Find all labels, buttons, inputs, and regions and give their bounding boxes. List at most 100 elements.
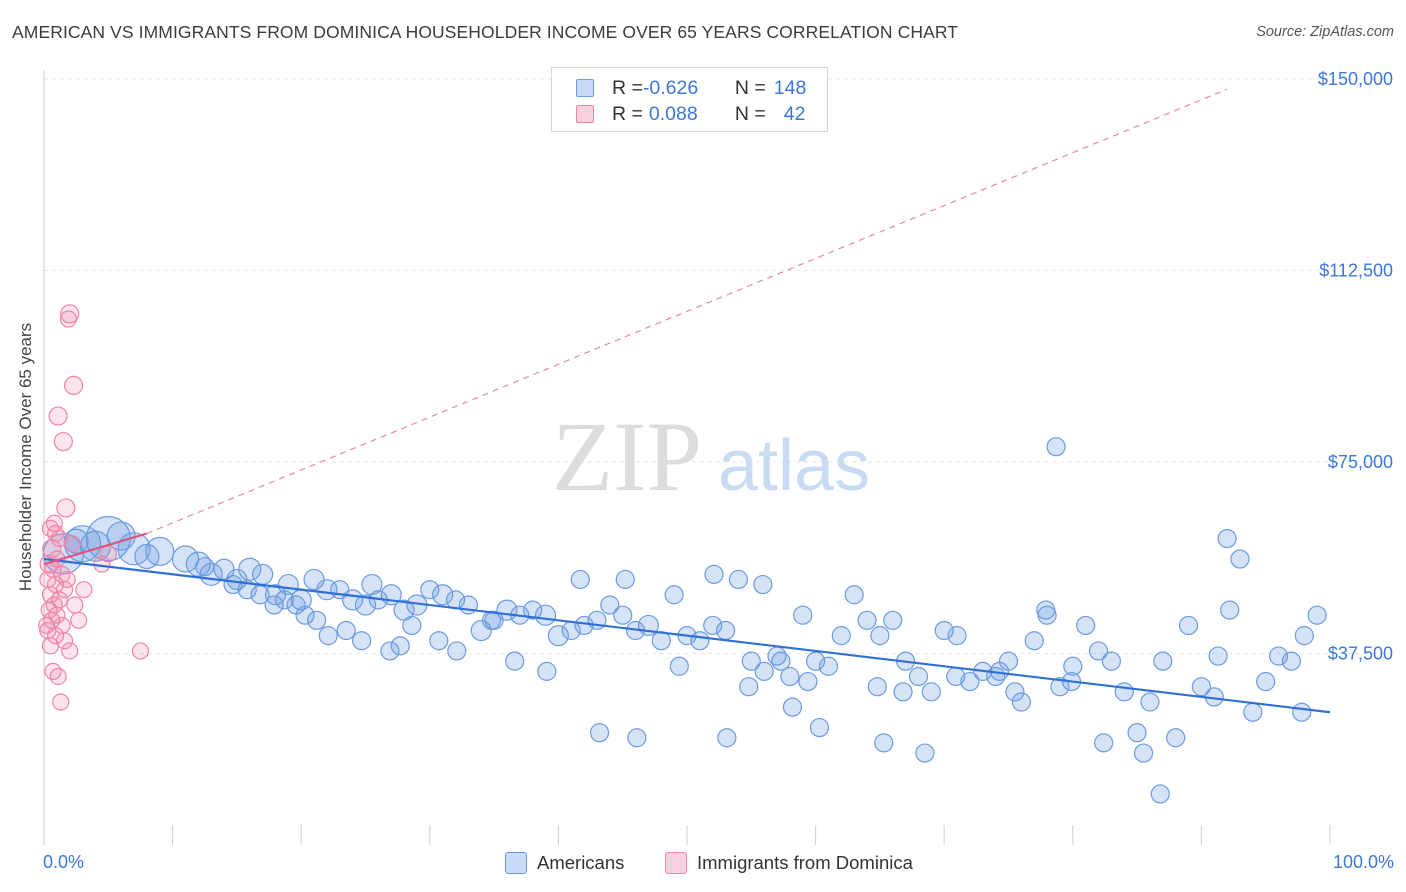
americans-point (883, 610, 903, 630)
y-tick-label: $112,500 (1319, 261, 1393, 281)
legend-row-americans: R = -0.626 N = 148 (576, 76, 806, 100)
americans-point (1256, 671, 1276, 692)
americans-point (793, 605, 813, 625)
americans-point (505, 651, 525, 671)
americans-point (809, 717, 830, 738)
americans-point (429, 631, 449, 651)
dominica-point (53, 431, 73, 452)
americans-point (352, 631, 372, 651)
americans-point (870, 626, 890, 646)
americans-point (1292, 702, 1312, 722)
dominica-point (99, 545, 117, 563)
americans-point (336, 620, 356, 641)
americans-point (771, 651, 791, 671)
americans-point (1088, 641, 1109, 661)
americans-point (753, 574, 773, 595)
dominica-point (42, 539, 62, 559)
series-legend-americans: Americans (505, 850, 624, 876)
americans-point (1150, 784, 1170, 804)
americans-point (715, 620, 736, 641)
r-label: R = (612, 76, 643, 99)
americans-point (798, 671, 818, 692)
americans-point (669, 656, 689, 676)
americans-point (1178, 615, 1199, 636)
americans-point (805, 651, 826, 671)
dominica-trend-solid (43, 532, 148, 566)
americans-point (908, 666, 929, 687)
americans-point (1076, 615, 1096, 636)
americans-point (318, 626, 338, 646)
trend-lines (43, 88, 1331, 714)
americans-point (818, 656, 839, 676)
series-legend-dominica: Immigrants from Dominica (665, 850, 913, 876)
americans-point (1268, 646, 1289, 666)
americans-point (1230, 549, 1250, 569)
americans-point (1133, 743, 1154, 763)
dominica-point (60, 304, 80, 324)
americans-point (874, 733, 894, 753)
americans-point (857, 610, 877, 630)
americans-point (1024, 631, 1044, 651)
watermark: ZIP atlas (552, 401, 870, 512)
americans-point (1036, 600, 1056, 620)
americans-point (380, 641, 400, 661)
legend-row-dominica: R = 0.088 N = 42 (576, 102, 805, 126)
americans-point (1063, 656, 1083, 676)
americans-point (1114, 682, 1134, 702)
watermark-zip: ZIP (552, 401, 702, 512)
americans-point (106, 521, 136, 551)
dominica-point (59, 310, 78, 328)
americans-point (1191, 677, 1212, 697)
americans-point (432, 584, 454, 606)
chart-title: AMERICAN VS IMMIGRANTS FROM DOMINICA HOU… (12, 22, 959, 42)
americans-point (274, 590, 295, 610)
americans-point (1005, 682, 1025, 702)
americans-point (754, 661, 774, 681)
americans-point (237, 580, 257, 600)
americans-point (1243, 702, 1263, 722)
americans-point (946, 666, 966, 687)
americans-point (390, 636, 410, 656)
americans-point (252, 563, 274, 585)
americans-trend-line (43, 557, 1331, 714)
americans-point (420, 580, 440, 600)
americans-point (741, 651, 761, 671)
americans-point (934, 620, 954, 641)
dominica-point (46, 524, 65, 543)
americans-point (307, 610, 327, 630)
americans-point (402, 615, 422, 636)
dominica-points (37, 304, 150, 711)
y-tick-labels: $37,500 $75,000 $112,500 $150,000 (1318, 69, 1393, 664)
americans-point (915, 743, 935, 763)
americans-point (361, 573, 383, 596)
dominica-point (44, 662, 62, 680)
n-label: N = (734, 102, 766, 125)
americans-point (1140, 692, 1160, 712)
americans-point (867, 677, 887, 697)
americans-point (600, 595, 620, 615)
blue-swatch (576, 79, 594, 97)
americans-point (570, 569, 590, 590)
dominica-label: Immigrants from Dominica (697, 852, 913, 873)
dominica-point (70, 611, 88, 629)
dominica-point (52, 693, 70, 711)
americans-point (739, 677, 759, 697)
stats-legend: R = -0.626 N = 148 R = 0.088 N = 42 (551, 67, 828, 132)
dominica-point (63, 535, 81, 553)
americans-point (589, 723, 610, 743)
americans-point (1208, 646, 1228, 666)
americans-point (1101, 651, 1121, 671)
dominica-point (56, 498, 76, 518)
americans-point (844, 585, 864, 605)
americans-point (960, 671, 980, 692)
americans-point (134, 543, 160, 570)
dominica-point (58, 570, 76, 589)
y-tick-label: $37,500 (1328, 644, 1393, 664)
dominica-point (63, 375, 84, 395)
n-label: N = (734, 76, 766, 99)
r-value: 0.088 (648, 102, 698, 125)
americans-point (690, 631, 710, 651)
americans-point (547, 625, 570, 647)
americans-point (286, 595, 306, 615)
americans-point (145, 536, 175, 566)
